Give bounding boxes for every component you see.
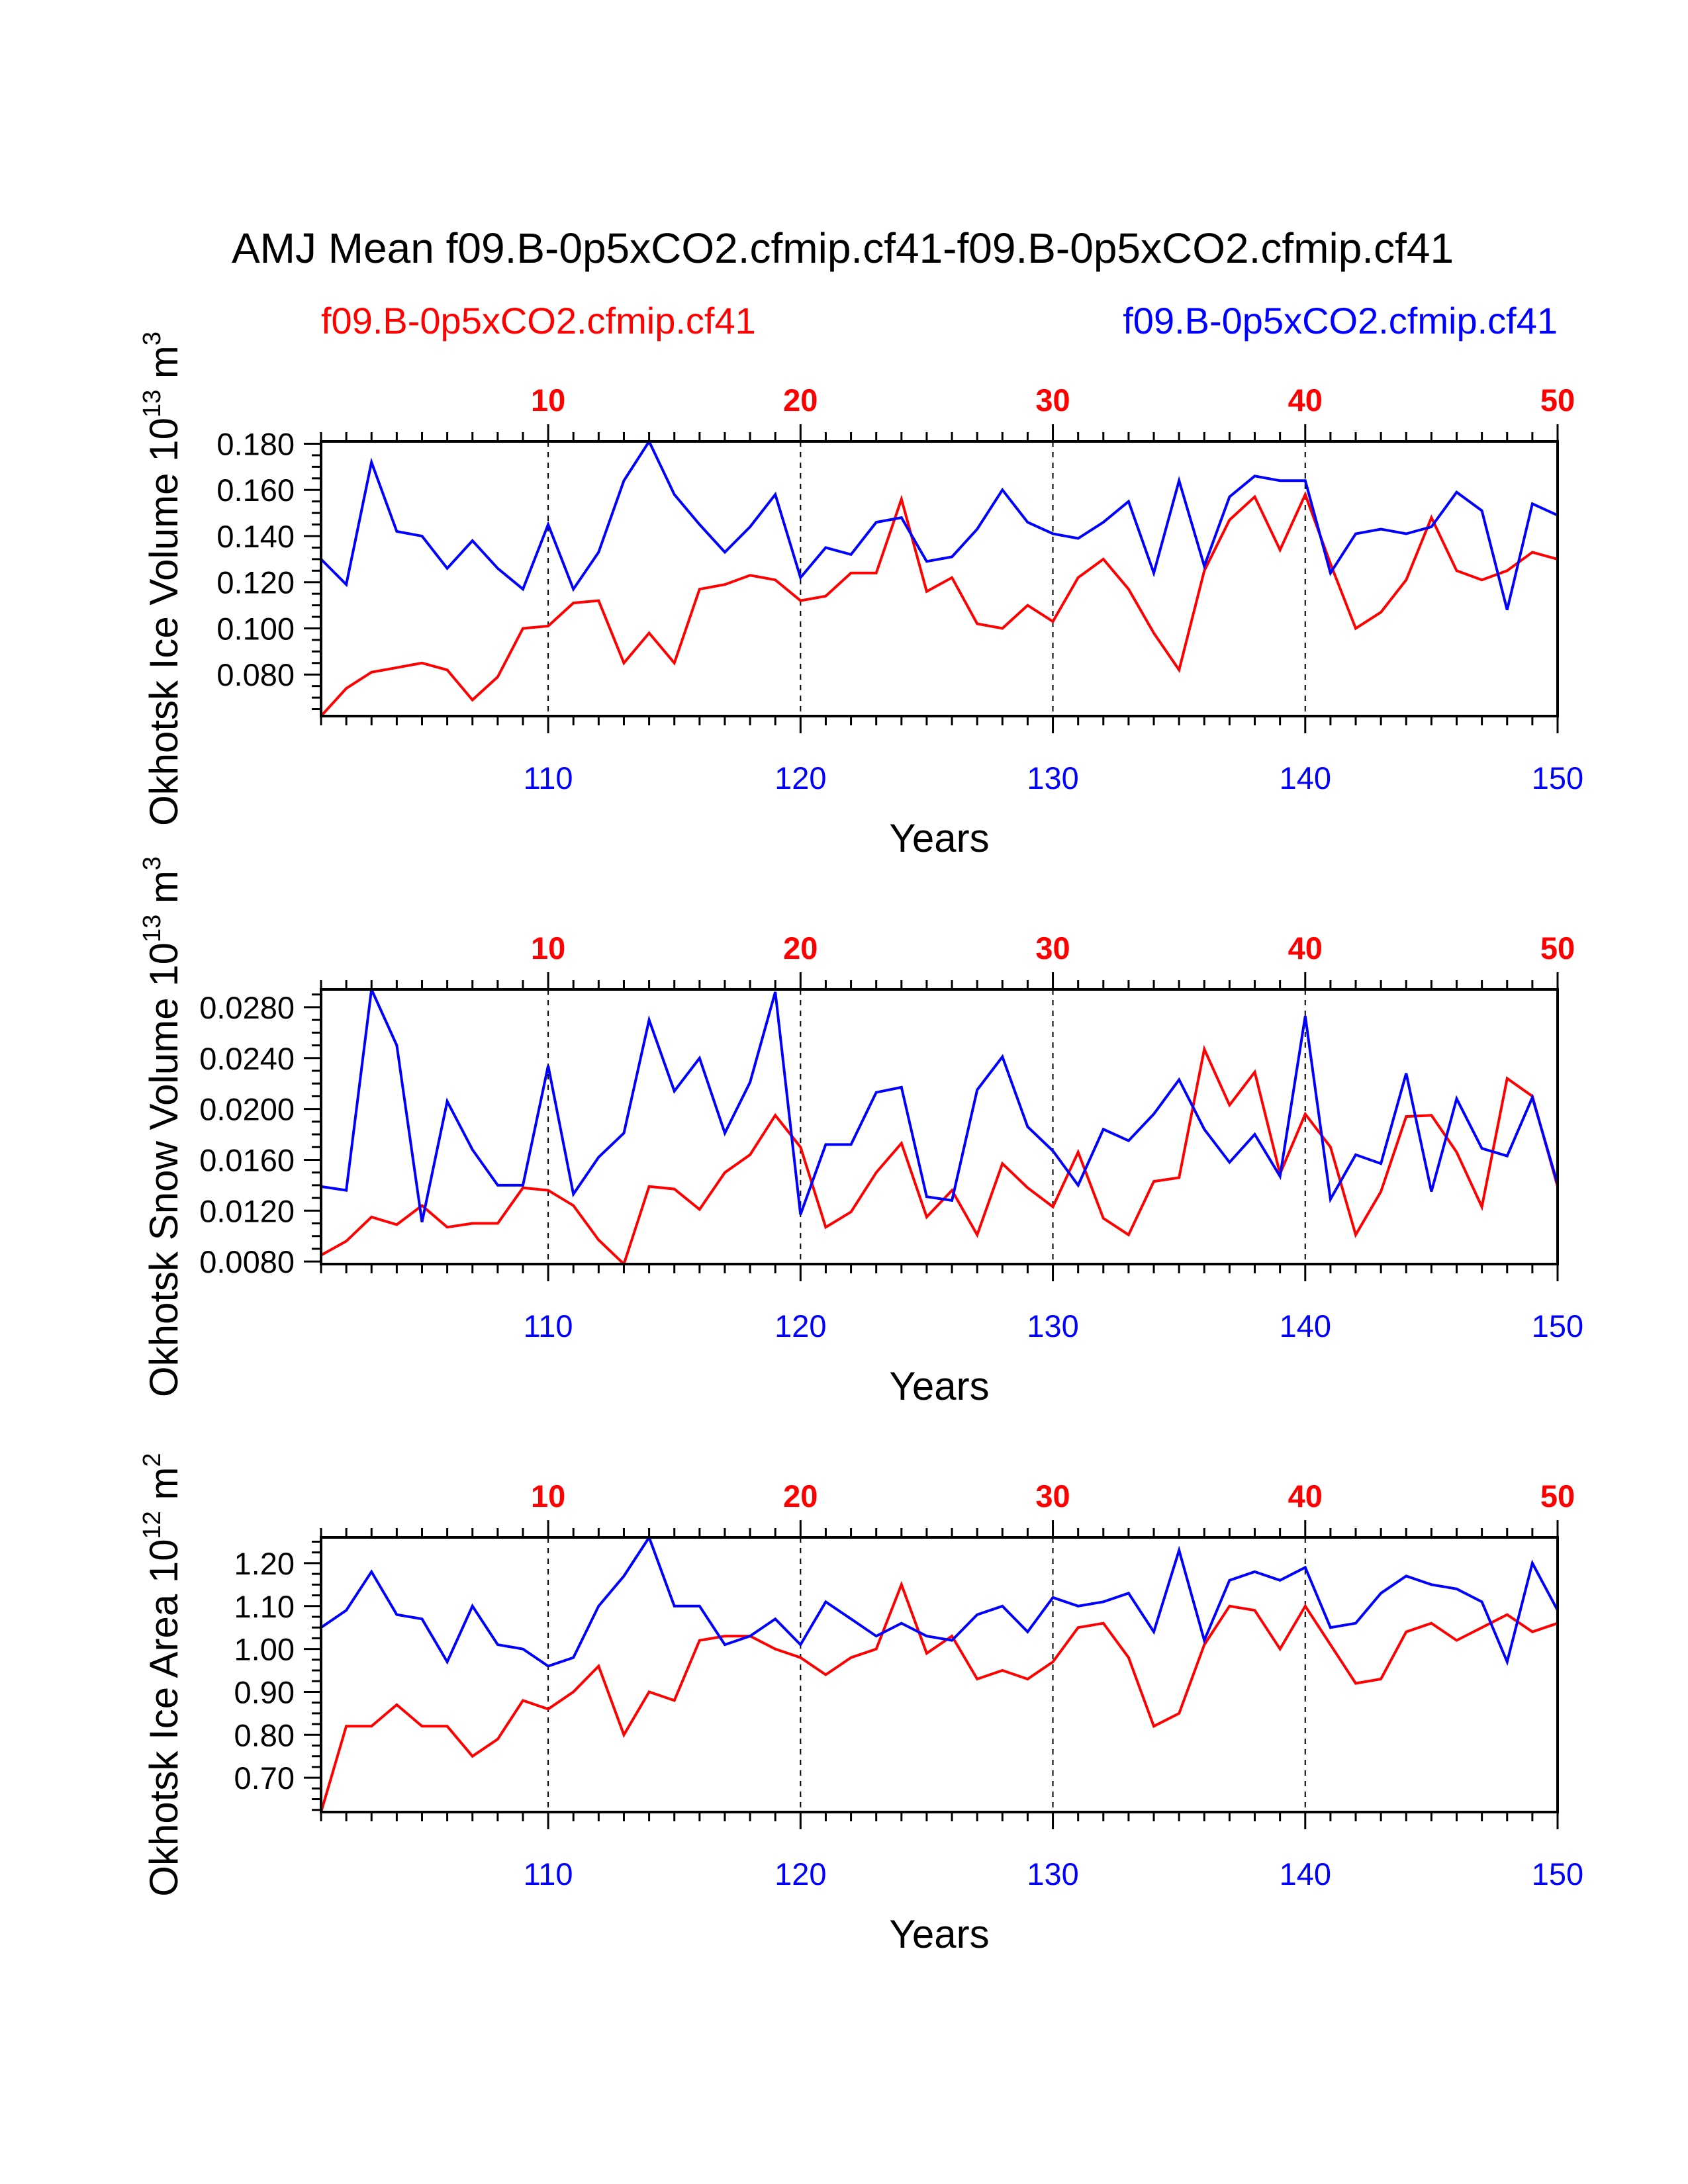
top-x-tick-label: 10 — [531, 931, 565, 966]
bottom-x-tick-label: 120 — [774, 1308, 826, 1343]
y-tick-label: 0.0160 — [199, 1142, 295, 1177]
bottom-x-tick-label: 140 — [1280, 1856, 1331, 1891]
y-tick-label: 0.80 — [234, 1717, 295, 1752]
figure-title: AMJ Mean f09.B-0p5xCO2.cfmip.cf41-f09.B-… — [232, 224, 1454, 272]
top-x-tick-label: 20 — [783, 931, 818, 966]
top-x-tick-label: 20 — [783, 1479, 818, 1514]
plot-frame — [320, 988, 1559, 1265]
top-x-tick-label: 30 — [1035, 931, 1070, 966]
series-blue-line — [321, 989, 1558, 1223]
y-tick-label: 0.0080 — [199, 1244, 295, 1279]
bottom-x-tick-label: 110 — [524, 760, 573, 796]
series-red-line — [321, 1580, 1558, 1812]
plot-frame — [320, 1536, 1559, 1813]
top-x-tick-label: 10 — [531, 1479, 565, 1514]
y-axis-title: Okhotsk Snow Volume 1013 m3 — [138, 856, 186, 1397]
bottom-x-tick-label: 130 — [1027, 1856, 1078, 1891]
x-axis-title: Years — [889, 1912, 989, 1956]
bottom-x-tick-label: 150 — [1532, 1308, 1583, 1343]
top-x-tick-label: 40 — [1288, 931, 1323, 966]
legend-left-label: f09.B-0p5xCO2.cfmip.cf41 — [321, 300, 756, 341]
bottom-x-tick-label: 150 — [1532, 1856, 1583, 1891]
top-x-tick-label: 10 — [531, 383, 565, 418]
bottom-x-tick-label: 130 — [1027, 760, 1078, 796]
legend-right-label: f09.B-0p5xCO2.cfmip.cf41 — [1123, 300, 1558, 341]
y-tick-label: 0.0240 — [199, 1041, 295, 1076]
y-tick-label: 0.180 — [216, 426, 295, 461]
top-x-tick-label: 50 — [1540, 931, 1575, 966]
y-axis-title: Okhotsk Ice Area 1012 m2 — [138, 1453, 186, 1896]
top-x-tick-label: 50 — [1540, 383, 1575, 418]
bottom-x-tick-label: 150 — [1532, 760, 1583, 796]
y-axis-title: Okhotsk Ice Volume 1013 m3 — [138, 332, 186, 826]
y-tick-label: 0.0120 — [199, 1193, 295, 1228]
y-tick-label: 0.120 — [216, 565, 295, 600]
series-red-line — [321, 1044, 1558, 1264]
bottom-x-tick-label: 140 — [1280, 760, 1331, 796]
series-blue-line — [321, 1537, 1558, 1668]
y-tick-label: 0.70 — [234, 1760, 295, 1796]
y-tick-label: 0.90 — [234, 1674, 295, 1709]
bottom-x-tick-label: 140 — [1280, 1308, 1331, 1343]
series-red-line — [321, 490, 1558, 716]
y-tick-label: 0.100 — [216, 611, 295, 646]
y-tick-label: 0.160 — [216, 473, 295, 508]
series-blue-line — [321, 441, 1558, 611]
y-tick-label: 1.20 — [234, 1546, 295, 1581]
y-tick-label: 0.0200 — [199, 1092, 295, 1127]
top-x-tick-label: 20 — [783, 383, 818, 418]
y-tick-label: 0.080 — [216, 657, 295, 692]
y-tick-label: 0.0280 — [199, 990, 295, 1025]
panels: 0.080 0.100 0.120 0.140 0.160 0.180 10 20 30 40 50… — [138, 332, 1583, 1956]
plot-frame — [320, 440, 1559, 717]
x-axis-title: Years — [889, 1364, 989, 1408]
panel-ice-area: 0.70 0.80 0.90 1.00 1.10 1.20 10 20 30 40 50 110 120… — [138, 1453, 1583, 1956]
bottom-x-tick-label: 120 — [774, 1856, 826, 1891]
panel-snow-volume: 0.0080 0.0120 0.0160 0.0200 0.0240 0.0280 10 20… — [138, 856, 1583, 1408]
y-tick-label: 1.10 — [234, 1589, 295, 1624]
top-x-tick-label: 40 — [1288, 383, 1323, 418]
panel-ice-volume: 0.080 0.100 0.120 0.140 0.160 0.180 10 20 30 40 50… — [138, 332, 1583, 860]
top-x-tick-label: 40 — [1288, 1479, 1323, 1514]
bottom-x-tick-label: 110 — [524, 1308, 573, 1343]
y-tick-label: 1.00 — [234, 1632, 295, 1667]
bottom-x-tick-label: 130 — [1027, 1308, 1078, 1343]
top-x-tick-label: 50 — [1540, 1479, 1575, 1514]
top-x-tick-label: 30 — [1035, 383, 1070, 418]
bottom-x-tick-label: 120 — [774, 760, 826, 796]
top-x-tick-label: 30 — [1035, 1479, 1070, 1514]
x-axis-title: Years — [889, 816, 989, 860]
bottom-x-tick-label: 110 — [524, 1856, 573, 1891]
y-tick-label: 0.140 — [216, 519, 295, 554]
